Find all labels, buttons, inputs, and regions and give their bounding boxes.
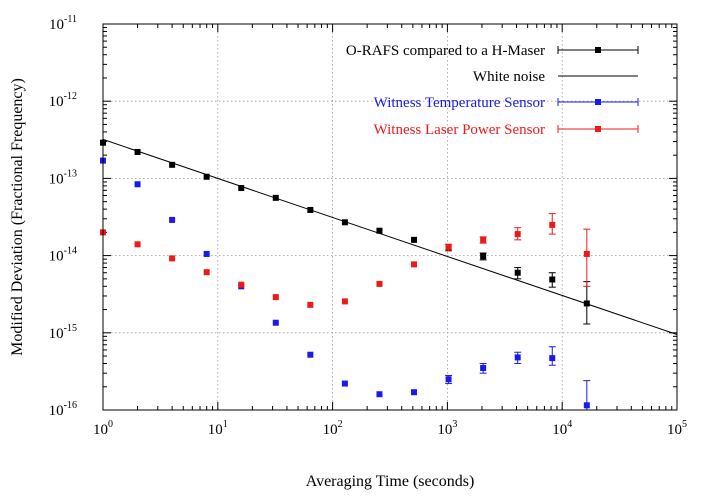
- legend-label: Witness Temperature Sensor: [374, 95, 545, 111]
- data-point: [272, 319, 279, 326]
- data-point: [480, 236, 487, 243]
- data-point: [480, 364, 487, 371]
- data-point: [203, 250, 210, 257]
- data-point: [411, 261, 418, 268]
- data-point: [203, 269, 210, 276]
- series-layer: [100, 138, 678, 411]
- data-point: [445, 243, 452, 250]
- data-point: [134, 181, 141, 188]
- legend-label: O-RAFS compared to a H-Maser: [346, 43, 545, 59]
- data-point: [307, 301, 314, 308]
- data-point: [514, 231, 521, 238]
- x-tick-label: 103: [437, 419, 457, 438]
- series-witness-laser-power-sensor: [100, 213, 591, 308]
- legend: O-RAFS compared to a H-Maser White noise W…: [346, 43, 639, 138]
- data-point: [376, 227, 383, 234]
- y-tick-label: 10-14: [49, 246, 77, 265]
- y-tick-label: 10-13: [49, 168, 77, 187]
- plot-frame: [102, 23, 678, 411]
- x-tick-label: 104: [552, 419, 572, 438]
- legend-entry: Witness Laser Power Sensor: [374, 122, 639, 138]
- data-point: [583, 250, 590, 257]
- y-tick-label: 10-16: [49, 400, 77, 419]
- x-tick-label: 105: [667, 419, 687, 438]
- y-tick-label: 10-15: [49, 323, 77, 342]
- data-point: [376, 391, 383, 398]
- data-point: [169, 161, 176, 168]
- data-point: [238, 185, 245, 192]
- x-tick-label: 102: [323, 419, 343, 438]
- data-point: [203, 173, 210, 180]
- legend-sample-marker: [595, 47, 601, 53]
- data-point: [583, 402, 590, 409]
- series-white-noise: [102, 138, 678, 335]
- data-point: [549, 355, 556, 362]
- data-point: [514, 269, 521, 276]
- legend-label: White noise: [473, 69, 545, 85]
- data-point: [411, 389, 418, 396]
- data-point: [376, 280, 383, 287]
- data-point: [445, 376, 452, 383]
- y-tick-label: 10-11: [49, 14, 77, 33]
- data-point: [480, 253, 487, 260]
- data-point: [169, 255, 176, 262]
- data-point: [169, 216, 176, 223]
- data-point: [341, 298, 348, 305]
- data-point: [549, 276, 556, 283]
- data-point: [411, 236, 418, 243]
- data-point: [549, 221, 556, 228]
- legend-entry: O-RAFS compared to a H-Maser: [346, 43, 639, 59]
- axes: 100 101 102 103 104 105 10-16 10-15 10-14 10-13 10…: [49, 14, 687, 438]
- data-point: [238, 281, 245, 288]
- legend-entry: Witness Temperature Sensor: [374, 95, 639, 111]
- data-point: [341, 219, 348, 226]
- y-axis-label: Modified Deviation (Fractional Frequency…: [9, 78, 26, 356]
- data-point: [134, 148, 141, 155]
- data-point: [514, 354, 521, 361]
- data-point: [134, 241, 141, 248]
- data-point: [307, 351, 314, 358]
- legend-entry: White noise: [473, 69, 638, 85]
- x-axis-label: Averaging Time (seconds): [306, 473, 475, 490]
- x-tick-label: 100: [93, 419, 113, 438]
- legend-sample-marker: [595, 126, 601, 132]
- series-line: [102, 138, 678, 335]
- legend-sample-marker: [595, 99, 601, 105]
- legend-label: Witness Laser Power Sensor: [374, 122, 545, 138]
- data-point: [341, 380, 348, 387]
- x-tick-label: 101: [208, 419, 228, 438]
- y-tick-label: 10-12: [49, 91, 77, 110]
- data-point: [272, 294, 279, 301]
